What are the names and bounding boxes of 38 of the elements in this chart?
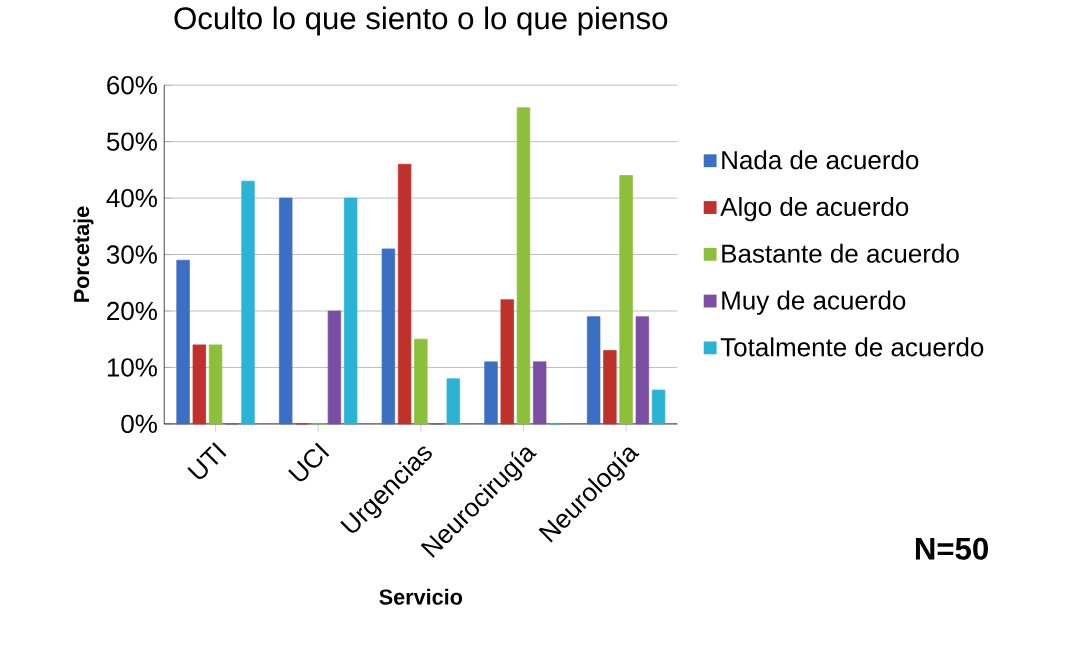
bar bbox=[603, 350, 617, 425]
legend-label: Nada de acuerdo bbox=[722, 150, 919, 170]
bar bbox=[397, 163, 412, 425]
bar bbox=[500, 299, 514, 425]
bar bbox=[619, 175, 633, 425]
x-axis-title: Servicio bbox=[379, 588, 463, 605]
y-axis-title: Porcetaje bbox=[73, 206, 94, 302]
bar bbox=[414, 338, 428, 425]
x-tick-label: UCI bbox=[288, 442, 330, 482]
bar bbox=[327, 310, 342, 425]
y-tick-label: 50% bbox=[106, 132, 157, 151]
bar bbox=[533, 361, 547, 425]
y-tick-label: 40% bbox=[106, 188, 157, 208]
y-tick-label: 30% bbox=[106, 245, 157, 264]
bar bbox=[192, 344, 206, 425]
text: N=50 bbox=[915, 537, 988, 560]
bar bbox=[176, 259, 190, 425]
bar bbox=[241, 180, 255, 425]
bar bbox=[279, 197, 293, 425]
legend-label: Muy de acuerdo bbox=[722, 290, 906, 315]
bar bbox=[635, 316, 650, 425]
bar bbox=[651, 389, 666, 425]
bar bbox=[208, 344, 223, 425]
bar bbox=[343, 197, 358, 425]
bar bbox=[484, 361, 498, 425]
bar bbox=[516, 107, 531, 425]
legend-label: Totalmente de acuerdo bbox=[720, 337, 984, 357]
chart-title: Oculto lo que siento o lo que pienso bbox=[174, 6, 668, 36]
bar bbox=[446, 378, 460, 425]
y-tick-label: 10% bbox=[107, 358, 157, 377]
x-tick-label: UTI bbox=[187, 442, 227, 479]
y-tick-label: 0% bbox=[121, 414, 157, 434]
y-tick-label: 60% bbox=[107, 76, 157, 95]
bar bbox=[381, 248, 396, 425]
bar bbox=[586, 316, 601, 425]
legend-label: Algo de acuerdo bbox=[720, 197, 909, 222]
legend-label: Bastante de acuerdo bbox=[722, 243, 959, 263]
y-tick-label: 20% bbox=[107, 301, 157, 321]
